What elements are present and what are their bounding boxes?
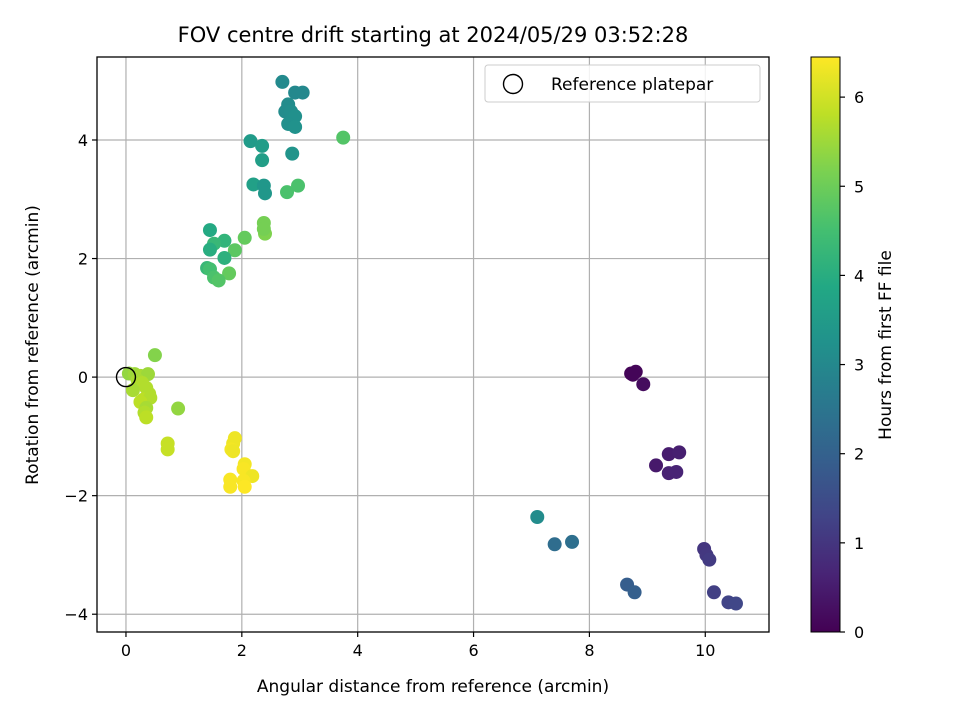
x-tick-label: 6 xyxy=(468,641,478,660)
data-point xyxy=(258,186,272,201)
data-point xyxy=(547,537,562,552)
data-point xyxy=(171,401,186,416)
data-point xyxy=(336,130,351,145)
colorbar-tick-label: 2 xyxy=(854,445,864,464)
colorbar-tick-label: 1 xyxy=(854,534,864,553)
x-axis-label: Angular distance from reference (arcmin) xyxy=(257,677,609,697)
y-axis-label: Rotation from reference (arcmin) xyxy=(23,205,43,485)
data-point xyxy=(275,74,290,89)
data-point xyxy=(256,221,271,236)
colorbar-tick-label: 3 xyxy=(854,356,864,375)
data-point xyxy=(672,445,687,460)
data-point xyxy=(211,273,226,288)
reference-marker xyxy=(115,366,137,388)
x-tick-label: 8 xyxy=(584,641,594,660)
y-tick-label: 4 xyxy=(78,131,88,150)
x-tick-label: 2 xyxy=(237,641,247,660)
colorbar-tick-label: 5 xyxy=(854,177,864,196)
data-point xyxy=(291,178,306,193)
y-tick-label: 2 xyxy=(78,250,88,269)
data-point xyxy=(246,177,261,192)
data-point xyxy=(243,134,258,149)
data-point xyxy=(669,464,684,479)
colorbar-tick-label: 0 xyxy=(854,623,864,642)
data-point xyxy=(202,223,217,238)
x-tick-label: 0 xyxy=(121,641,131,660)
data-point xyxy=(160,442,175,457)
data-point xyxy=(226,444,241,459)
y-axis-ticks: −4 −2 0 2 4 xyxy=(64,131,97,624)
data-point xyxy=(217,250,232,265)
data-point xyxy=(636,377,651,392)
data-point xyxy=(255,138,270,153)
legend-box xyxy=(484,64,761,103)
data-point xyxy=(202,242,217,257)
legend: Reference platepar xyxy=(484,64,761,103)
data-point xyxy=(565,534,580,549)
colorbar-tick-label: 4 xyxy=(854,266,864,285)
chart-title: FOV centre drift starting at 2024/05/29 … xyxy=(178,23,689,47)
data-point xyxy=(227,243,242,258)
data-point xyxy=(649,458,664,473)
data-point xyxy=(255,153,270,168)
colorbar xyxy=(810,56,841,633)
data-point xyxy=(139,410,154,425)
data-point xyxy=(288,119,303,134)
x-axis-ticks: 0 2 4 6 8 10 xyxy=(121,632,715,660)
legend-reference-marker xyxy=(502,73,524,95)
data-point xyxy=(223,479,238,494)
plot-frame xyxy=(96,56,770,633)
data-point xyxy=(237,479,252,494)
data-point xyxy=(706,585,721,600)
data-point xyxy=(222,266,237,281)
data-point xyxy=(285,146,300,161)
x-tick-label: 10 xyxy=(695,641,715,660)
data-point xyxy=(702,552,717,567)
data-point xyxy=(530,510,545,524)
x-tick-label: 4 xyxy=(353,641,363,660)
y-tick-label: 0 xyxy=(78,368,88,387)
data-point xyxy=(147,348,162,363)
data-point xyxy=(280,185,295,200)
data-point xyxy=(661,447,676,462)
scatter-points xyxy=(121,74,743,611)
colorbar-tick-label: 6 xyxy=(854,88,864,107)
data-point xyxy=(728,596,743,611)
y-tick-label: −4 xyxy=(64,605,88,624)
data-point xyxy=(625,367,640,382)
colorbar-ticks: 0 1 2 3 4 5 6 xyxy=(840,88,864,642)
legend-entry-reference: Reference platepar xyxy=(551,75,713,95)
data-point xyxy=(125,383,140,398)
y-tick-label: −2 xyxy=(64,487,88,506)
grid-lines xyxy=(97,57,769,632)
data-point xyxy=(627,585,642,600)
colorbar-label: Hours from first FF file xyxy=(876,250,896,440)
data-point xyxy=(295,85,310,100)
reference-platepar-marker xyxy=(115,366,137,388)
data-point xyxy=(237,230,252,245)
